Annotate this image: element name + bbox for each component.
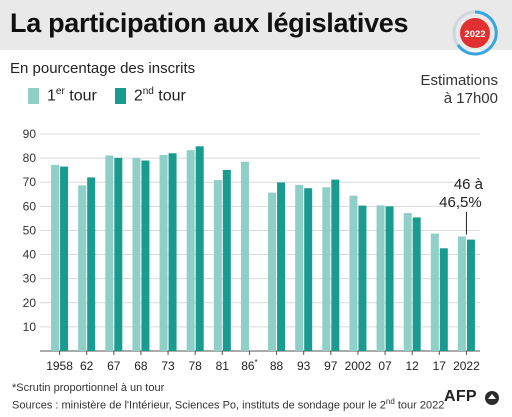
footnote: *Scrutin proportionnel à un tour <box>12 382 165 394</box>
footer: *Scrutin proportionnel à un tour Sources… <box>12 381 444 413</box>
bar-tour1 <box>213 180 222 351</box>
afp-logo: AFP <box>444 388 477 405</box>
bar-tour1 <box>349 195 358 351</box>
legend-swatch-tour1 <box>28 87 39 104</box>
bar-tour1 <box>186 150 195 351</box>
bar-tour2 <box>466 239 475 351</box>
bar-tour1 <box>322 187 331 351</box>
chart-subtitle: En pourcentage des inscrits <box>10 60 196 77</box>
y-tick-label: 60 <box>23 199 37 213</box>
bar-tour1 <box>132 158 141 351</box>
x-tick-label: 67 <box>107 359 121 373</box>
x-tick-label: 2002 <box>345 359 372 373</box>
y-tick-label: 90 <box>23 127 37 141</box>
estimations-line2: à 17h00 <box>443 90 498 107</box>
annotation-line2: 46,5% <box>439 194 482 211</box>
x-tick-label: 2022 <box>453 359 480 373</box>
x-tick-label: 78 <box>189 359 203 373</box>
estimations-line1: Estimations <box>420 72 498 89</box>
bar-tour2 <box>60 166 69 351</box>
bar-tour2 <box>331 179 340 351</box>
y-tick-label: 70 <box>23 175 37 189</box>
x-tick-label: 86* <box>241 358 257 373</box>
bar-tour2 <box>114 157 123 351</box>
year-badge-icon: 2022 <box>452 10 498 56</box>
bar-tour1 <box>457 236 466 351</box>
bar-tour1 <box>268 192 277 351</box>
bar-tour1 <box>403 213 412 351</box>
x-tick-label: 73 <box>161 359 175 373</box>
legend-swatch-tour2 <box>114 87 126 104</box>
bar-tour2 <box>277 182 286 351</box>
header-bar: La participation aux législatives <box>0 0 512 50</box>
bar-tour2 <box>439 248 448 351</box>
afp-logo-icon <box>485 391 499 405</box>
legend-item-tour1: 1er tour <box>28 86 97 105</box>
bar-tour2 <box>358 205 367 351</box>
x-tick-label: 12 <box>406 359 420 373</box>
legend: 1er tour 2nd tour <box>28 86 204 105</box>
bar-tour1 <box>240 161 249 351</box>
legend-label-tour1: 1er tour <box>47 86 97 105</box>
bar-tour1 <box>295 184 304 351</box>
bar-tour2 <box>304 188 313 351</box>
x-tick-label: 97 <box>324 359 338 373</box>
x-tick-label: 1958 <box>46 359 73 373</box>
x-tick-label: 93 <box>297 359 311 373</box>
y-tick-label: 80 <box>23 151 37 165</box>
x-tick-label: 88 <box>270 359 284 373</box>
legend-item-tour2: 2nd tour <box>114 86 186 105</box>
estimations-note: Estimations à 17h00 <box>420 72 498 108</box>
x-tick-label: 17 <box>433 359 447 373</box>
sources: Sources : ministère de l'Intérieur, Scie… <box>12 397 445 412</box>
annotation-line1: 46 à <box>454 176 484 193</box>
legend-label-tour2: 2nd tour <box>133 86 186 105</box>
y-tick-label: 50 <box>23 223 37 237</box>
page-title: La participation aux législatives <box>10 8 409 38</box>
bar-tour1 <box>376 205 385 351</box>
bar-tour2 <box>195 146 204 351</box>
bar-tour1 <box>105 155 114 351</box>
bar-tour2 <box>385 206 394 351</box>
y-tick-label: 30 <box>23 272 37 286</box>
bar-tour2 <box>222 169 231 351</box>
x-tick-label: 07 <box>378 359 392 373</box>
y-tick-label: 10 <box>23 320 37 334</box>
bar-tour2 <box>168 153 177 351</box>
bar-tour1 <box>430 233 439 351</box>
bar-tour2 <box>141 160 150 351</box>
y-tick-label: 20 <box>23 296 37 310</box>
badge-disc <box>460 18 490 48</box>
x-tick-label: 81 <box>216 359 230 373</box>
bar-tour2 <box>412 217 421 351</box>
x-tick-label: 62 <box>80 359 94 373</box>
bar-tour1 <box>78 185 87 351</box>
bar-tour2 <box>87 177 96 351</box>
bar-tour1 <box>159 154 168 351</box>
bar-tour1 <box>51 164 60 351</box>
badge-label: 2022 <box>464 29 485 40</box>
x-tick-label: 68 <box>134 359 148 373</box>
y-tick-label: 40 <box>23 248 37 262</box>
